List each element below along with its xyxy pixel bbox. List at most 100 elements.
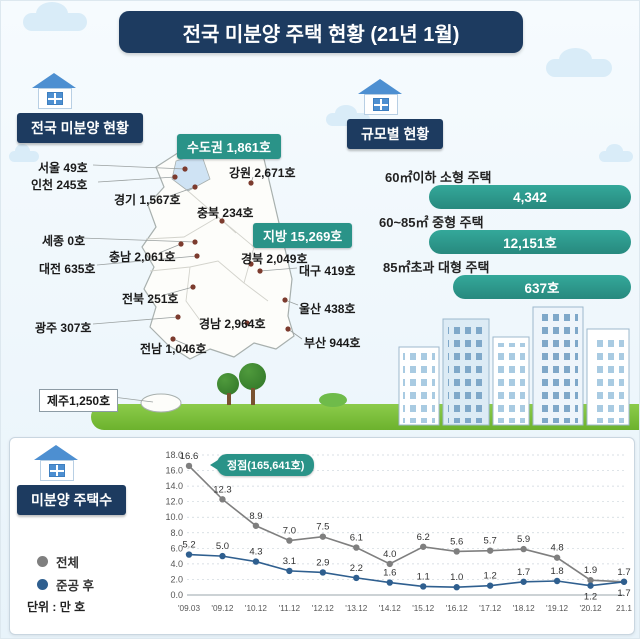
svg-text:6.2: 6.2 [417, 532, 430, 543]
size-medium-label: 60~85㎡ 중형 주택 [379, 215, 484, 230]
svg-text:2.2: 2.2 [350, 563, 363, 574]
svg-text:4.3: 4.3 [249, 547, 262, 558]
tree-icon [239, 363, 266, 390]
house-window-icon [373, 98, 389, 111]
peak-annotation: 정점(165,641호) [209, 454, 315, 476]
house-roof [34, 445, 78, 460]
svg-text:1.1: 1.1 [417, 571, 430, 582]
svg-text:4.8: 4.8 [550, 543, 563, 554]
map-label-sejong: 세종 0호 [42, 234, 86, 248]
svg-text:'20.12: '20.12 [580, 604, 602, 613]
svg-text:1.6: 1.6 [383, 568, 396, 579]
map-label-gyeonggi: 경기 1,567호 [114, 193, 181, 207]
size-small-value-bar: 4,342 [429, 185, 631, 209]
legend-total-dot-icon [37, 556, 48, 567]
buildings-illustration [398, 306, 630, 426]
svg-text:5.6: 5.6 [450, 536, 463, 547]
svg-text:'14.12: '14.12 [379, 604, 401, 613]
map-label-jeonnam: 전남 1,046호 [140, 342, 207, 356]
map-label-jeju: 제주1,250호 [39, 389, 119, 412]
section-banner-trend: 미분양 주택수 [17, 485, 127, 515]
svg-text:'11.12: '11.12 [279, 604, 301, 613]
section-banner-by-size: 규모별 현황 [347, 119, 444, 149]
house-icon [31, 73, 77, 111]
svg-text:1.0: 1.0 [450, 572, 463, 583]
cloud-decoration [599, 144, 633, 162]
svg-text:5.9: 5.9 [517, 534, 530, 545]
house-window-icon [49, 464, 65, 477]
svg-text:16.0: 16.0 [165, 466, 183, 476]
svg-text:6.0: 6.0 [170, 543, 183, 553]
legend-total-label: 전체 [56, 556, 80, 570]
svg-text:'19.12: '19.12 [546, 604, 568, 613]
svg-text:1.2: 1.2 [584, 592, 597, 603]
svg-text:10.0: 10.0 [165, 512, 183, 522]
badge-sudogwon: 수도권 1,861호 [177, 134, 281, 159]
badge-jibang: 지방 15,269호 [253, 223, 353, 248]
size-large-value-bar: 637호 [453, 275, 631, 299]
map-label-chungbuk: 충북 234호 [197, 206, 254, 220]
svg-text:'17.12: '17.12 [479, 604, 501, 613]
korea-map [80, 138, 303, 413]
cloud-decoration [546, 48, 612, 77]
map-label-gyeongbuk: 경북 2,049호 [241, 252, 308, 266]
bush-icon [319, 393, 347, 407]
map-label-daejeon: 대전 635호 [39, 262, 96, 276]
map-label-jeonbuk: 전북 251호 [122, 292, 179, 306]
house-roof [358, 79, 402, 94]
size-medium-value-bar: 12,151호 [429, 230, 631, 254]
legend-total: 전체 [37, 552, 79, 571]
map-label-seoul: 서울 49호 [38, 161, 88, 175]
svg-text:0.0: 0.0 [170, 590, 183, 600]
svg-text:8.9: 8.9 [249, 511, 262, 522]
svg-text:4.0: 4.0 [383, 549, 396, 560]
legend-completed: 준공 후 [37, 575, 94, 594]
svg-text:18.0: 18.0 [165, 450, 183, 460]
svg-text:1.7: 1.7 [517, 567, 530, 578]
size-small-label: 60㎡이하 소형 주택 [385, 170, 492, 185]
house-window-icon [47, 92, 63, 105]
svg-text:1.2: 1.2 [484, 571, 497, 582]
map-label-ulsan: 울산 438호 [299, 302, 356, 316]
svg-text:5.7: 5.7 [484, 536, 497, 547]
svg-text:7.0: 7.0 [283, 526, 296, 537]
svg-text:6.1: 6.1 [350, 533, 363, 544]
svg-text:'16.12: '16.12 [446, 604, 468, 613]
city-dots [170, 166, 291, 342]
svg-text:8.0: 8.0 [170, 528, 183, 538]
size-large-label: 85㎡초과 대형 주택 [383, 260, 490, 275]
svg-text:1.8: 1.8 [550, 566, 563, 577]
map-label-chungnam: 충남 2,061호 [109, 250, 176, 264]
svg-text:12.0: 12.0 [165, 497, 183, 507]
svg-text:2.0: 2.0 [170, 574, 183, 584]
svg-text:5.0: 5.0 [216, 541, 229, 552]
svg-text:4.0: 4.0 [170, 559, 183, 569]
svg-text:7.5: 7.5 [316, 522, 329, 533]
tree-icon [217, 373, 239, 395]
house-icon [33, 445, 79, 483]
svg-text:14.0: 14.0 [165, 481, 183, 491]
page-title: 전국 미분양 주택 현황 (21년 1월) [119, 11, 523, 53]
map-label-incheon: 인천 245호 [31, 178, 88, 192]
tree-trunk [251, 388, 255, 405]
unsold-trend-chart: 0.0 2.0 4.0 6.0 8.0 10.0 12.0 14.0 16.0 18.0 '09.0… [165, 450, 632, 613]
unit-note: 단위 : 만 호 [27, 600, 86, 614]
cloud-decoration [23, 2, 87, 31]
svg-text:12.3: 12.3 [213, 484, 232, 495]
svg-text:'13.12: '13.12 [345, 604, 367, 613]
svg-text:16.6: 16.6 [180, 451, 199, 462]
svg-text:5.2: 5.2 [182, 540, 195, 551]
map-label-busan: 부산 944호 [304, 336, 361, 350]
svg-text:'09.12: '09.12 [211, 604, 233, 613]
svg-text:2.9: 2.9 [316, 557, 329, 568]
map-label-daegu: 대구 419호 [299, 264, 356, 278]
legend-completed-dot-icon [37, 579, 48, 590]
house-roof [32, 73, 76, 88]
svg-text:3.1: 3.1 [283, 556, 296, 567]
svg-text:'10.12: '10.12 [245, 604, 267, 613]
svg-text:'12.12: '12.12 [312, 604, 334, 613]
svg-text:1.7: 1.7 [617, 588, 630, 599]
svg-text:1.9: 1.9 [584, 565, 597, 576]
svg-text:21.1: 21.1 [616, 604, 632, 613]
